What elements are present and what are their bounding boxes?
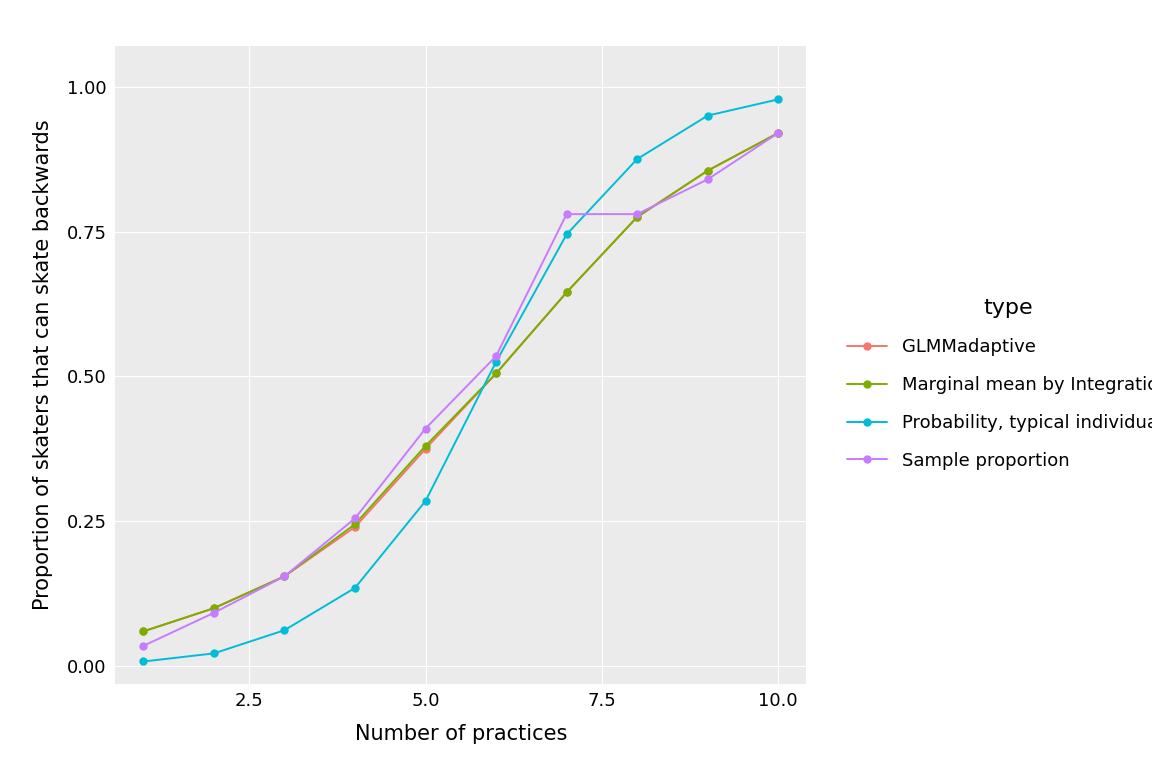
Sample proportion — [560, 210, 574, 219]
GLMMadaptive — [700, 166, 714, 175]
Line: Sample proportion: Sample proportion — [139, 130, 782, 649]
Probability, typical individual — [772, 94, 786, 104]
Marginal mean by Integration — [136, 627, 150, 636]
GLMMadaptive — [490, 369, 503, 378]
Sample proportion — [278, 571, 291, 581]
Marginal mean by Integration — [418, 442, 432, 451]
Sample proportion — [630, 210, 644, 219]
Marginal mean by Integration — [348, 520, 362, 529]
Probability, typical individual — [700, 111, 714, 121]
GLMMadaptive — [207, 604, 221, 613]
Sample proportion — [490, 352, 503, 361]
Sample proportion — [136, 641, 150, 650]
X-axis label: Number of practices: Number of practices — [355, 723, 567, 743]
GLMMadaptive — [348, 522, 362, 531]
Sample proportion — [700, 175, 714, 184]
Y-axis label: Proportion of skaters that can skate backwards: Proportion of skaters that can skate bac… — [33, 120, 53, 610]
Marginal mean by Integration — [207, 604, 221, 613]
Marginal mean by Integration — [278, 571, 291, 581]
Sample proportion — [772, 128, 786, 137]
Marginal mean by Integration — [772, 128, 786, 137]
Marginal mean by Integration — [630, 213, 644, 222]
GLMMadaptive — [772, 128, 786, 137]
Sample proportion — [207, 608, 221, 617]
Line: GLMMadaptive: GLMMadaptive — [139, 130, 782, 635]
Line: Marginal mean by Integration: Marginal mean by Integration — [139, 130, 782, 635]
Probability, typical individual — [348, 584, 362, 593]
Probability, typical individual — [418, 496, 432, 505]
Probability, typical individual — [630, 154, 644, 164]
Marginal mean by Integration — [700, 166, 714, 175]
Sample proportion — [348, 514, 362, 523]
Sample proportion — [418, 424, 432, 433]
Probability, typical individual — [278, 626, 291, 635]
Probability, typical individual — [207, 649, 221, 658]
GLMMadaptive — [278, 571, 291, 581]
GLMMadaptive — [630, 213, 644, 222]
Probability, typical individual — [136, 657, 150, 666]
Marginal mean by Integration — [560, 288, 574, 297]
GLMMadaptive — [136, 627, 150, 636]
Probability, typical individual — [560, 230, 574, 239]
Marginal mean by Integration — [490, 369, 503, 378]
Probability, typical individual — [490, 357, 503, 366]
Line: Probability, typical individual: Probability, typical individual — [139, 96, 782, 665]
GLMMadaptive — [418, 444, 432, 453]
GLMMadaptive — [560, 288, 574, 297]
Legend: GLMMadaptive, Marginal mean by Integration, Probability, typical individual, Sam: GLMMadaptive, Marginal mean by Integrati… — [839, 290, 1152, 478]
